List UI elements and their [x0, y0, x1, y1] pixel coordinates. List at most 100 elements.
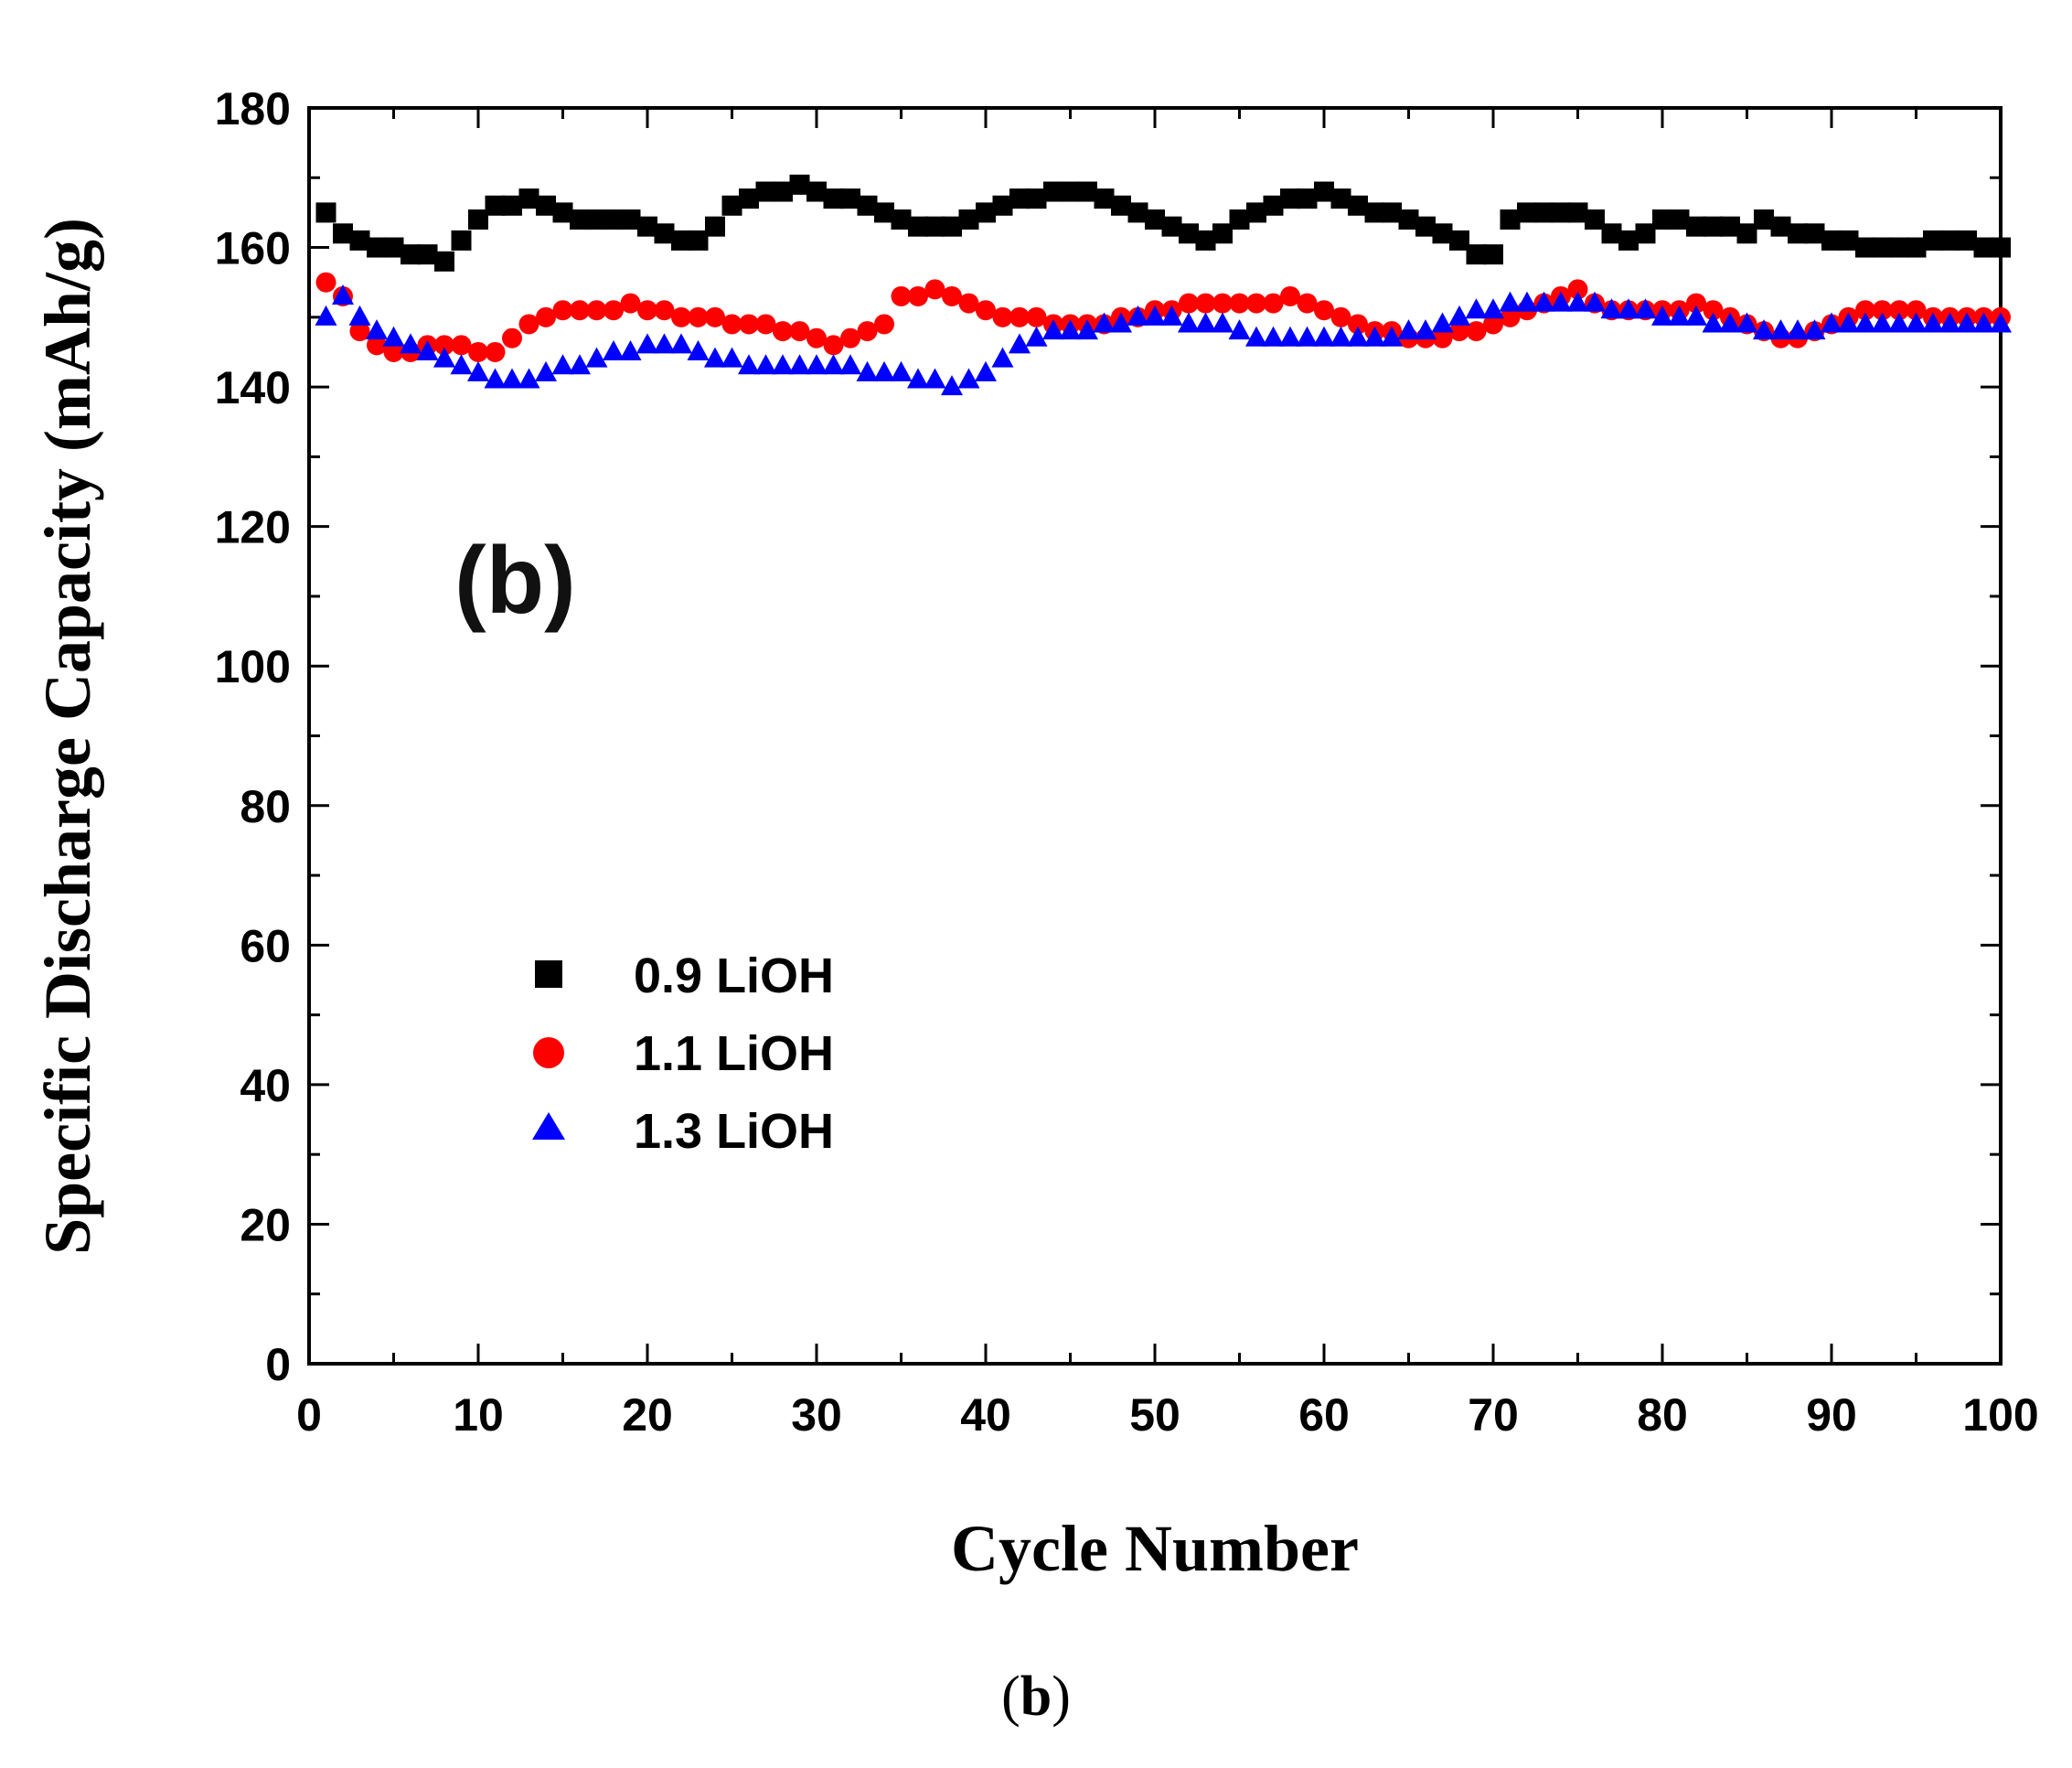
data-point: [1043, 181, 1063, 202]
data-point: [1685, 305, 1707, 326]
series-layer: [315, 174, 2012, 396]
data-point: [1296, 326, 1319, 347]
data-point: [332, 284, 354, 305]
data-point: [806, 181, 827, 202]
data-point: [924, 368, 946, 389]
data-point: [806, 327, 827, 348]
data-point: [1263, 195, 1284, 216]
legend-label-0.9-lioh: 0.9 LiOH: [634, 948, 834, 1003]
data-point: [908, 216, 928, 237]
data-point: [840, 327, 860, 348]
x-tick-label: 0: [296, 1389, 322, 1441]
data-point: [1212, 293, 1233, 314]
data-point: [1466, 244, 1487, 265]
data-point: [1314, 300, 1334, 321]
data-point: [501, 368, 523, 389]
data-point: [1906, 237, 1927, 258]
y-tick-label: 0: [265, 1339, 291, 1390]
data-point: [975, 360, 997, 381]
caption-open-paren: (: [1001, 1666, 1020, 1728]
data-point: [942, 216, 962, 237]
data-point: [468, 209, 488, 230]
data-point: [1195, 293, 1216, 314]
data-point: [1567, 202, 1588, 223]
data-point: [1111, 195, 1131, 216]
plot-area: [307, 106, 2003, 1366]
data-point: [400, 333, 422, 354]
data-point: [1922, 312, 1944, 333]
data-point: [502, 195, 522, 216]
axis-ticks: [307, 106, 2003, 1366]
data-point: [654, 300, 675, 321]
data-point: [502, 327, 522, 348]
data-point: [687, 339, 710, 360]
caption-label: b: [1020, 1666, 1052, 1728]
plot-frame: [307, 106, 2003, 1366]
data-point: [1736, 223, 1757, 244]
data-point: [570, 209, 590, 230]
data-point: [924, 216, 945, 237]
series-1.1-lioh: [315, 272, 2011, 362]
data-point: [755, 314, 776, 335]
data-point: [1838, 230, 1859, 251]
data-point: [1482, 298, 1504, 319]
data-point: [485, 195, 506, 216]
data-point: [551, 354, 574, 375]
data-point: [401, 244, 421, 265]
data-point: [704, 347, 726, 368]
data-point: [518, 368, 540, 389]
data-point: [552, 300, 573, 321]
data-point: [485, 341, 506, 362]
data-point: [467, 360, 489, 381]
data-point: [1703, 216, 1724, 237]
data-point: [1871, 312, 1894, 333]
data-point: [671, 306, 691, 327]
data-point: [1025, 326, 1048, 347]
data-point: [1077, 181, 1097, 202]
data-point: [890, 360, 913, 381]
data-point: [417, 244, 438, 265]
data-point: [671, 230, 691, 251]
data-point: [536, 306, 556, 327]
data-point: [637, 300, 657, 321]
data-point: [585, 347, 608, 368]
figure-caption: (b): [0, 1665, 2072, 1730]
y-tick-label: 20: [240, 1199, 291, 1250]
x-tick-label: 90: [1806, 1389, 1857, 1441]
data-point: [1635, 223, 1656, 244]
data-point: [1551, 202, 1571, 223]
data-point: [941, 375, 963, 396]
data-point: [1957, 230, 1977, 251]
data-point: [1888, 312, 1910, 333]
data-point: [1145, 209, 1165, 230]
data-point: [1769, 319, 1792, 340]
data-point: [688, 306, 709, 327]
data-point: [1263, 293, 1284, 314]
data-point: [1872, 237, 1893, 258]
data-point: [569, 354, 591, 375]
data-point: [942, 285, 962, 306]
data-point: [1855, 237, 1875, 258]
data-point: [552, 202, 573, 223]
data-point: [874, 202, 894, 223]
data-point: [1854, 312, 1876, 333]
data-point: [1991, 237, 2011, 258]
data-point: [1381, 326, 1403, 347]
data-point: [1972, 312, 1995, 333]
data-point: [873, 360, 895, 381]
data-point: [1754, 209, 1774, 230]
legend-label-1.1-lioh: 1.1 LiOH: [634, 1026, 834, 1081]
legend-label-1.3-lioh: 1.3 LiOH: [634, 1104, 834, 1159]
data-point: [1466, 321, 1487, 342]
data-point: [1770, 216, 1791, 237]
data-point: [670, 333, 692, 354]
data-point: [1923, 230, 1943, 251]
data-point: [822, 354, 845, 375]
data-point: [857, 321, 878, 342]
data-point: [907, 368, 929, 389]
data-point: [1297, 293, 1318, 314]
data-point: [1026, 188, 1047, 209]
data-point: [1179, 223, 1199, 244]
data-point: [754, 354, 777, 375]
